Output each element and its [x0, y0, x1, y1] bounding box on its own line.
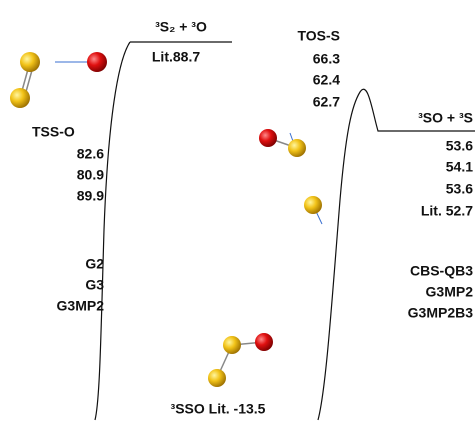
tss-value: 80.9	[77, 167, 104, 183]
molecules	[10, 52, 322, 387]
product-label: ³SO + ³S	[418, 110, 473, 126]
method: CBS-QB3	[410, 263, 473, 279]
product-value: 53.6	[446, 181, 473, 197]
tos-label: TOS-S	[297, 28, 340, 44]
tos-value: 62.7	[313, 94, 340, 110]
minimum-label: ³SSO Lit. -13.5	[171, 401, 266, 417]
reactant-lit: Lit.88.7	[152, 49, 200, 65]
tos-value: 62.4	[313, 72, 340, 88]
tss-value: 89.9	[77, 188, 104, 204]
tos-value: 66.3	[313, 51, 340, 67]
product-value: 54.1	[446, 159, 473, 175]
method: G2	[85, 256, 104, 272]
energy-profile	[95, 42, 475, 420]
product-value: 53.6	[446, 138, 473, 154]
reactant-label: ³S₂ + ³O	[155, 19, 207, 35]
energy-diagram: ³S₂ + ³O Lit.88.7 TOS-S 66.3 62.4 62.7 ³…	[0, 0, 475, 423]
method: G3MP2	[57, 298, 105, 314]
method: G3MP2	[426, 284, 474, 300]
tss-value: 82.6	[77, 146, 104, 162]
product-lit: Lit. 52.7	[421, 203, 473, 219]
method: G3	[85, 277, 104, 293]
method: G3MP2B3	[408, 305, 474, 321]
tss-label: TSS-O	[32, 124, 75, 140]
